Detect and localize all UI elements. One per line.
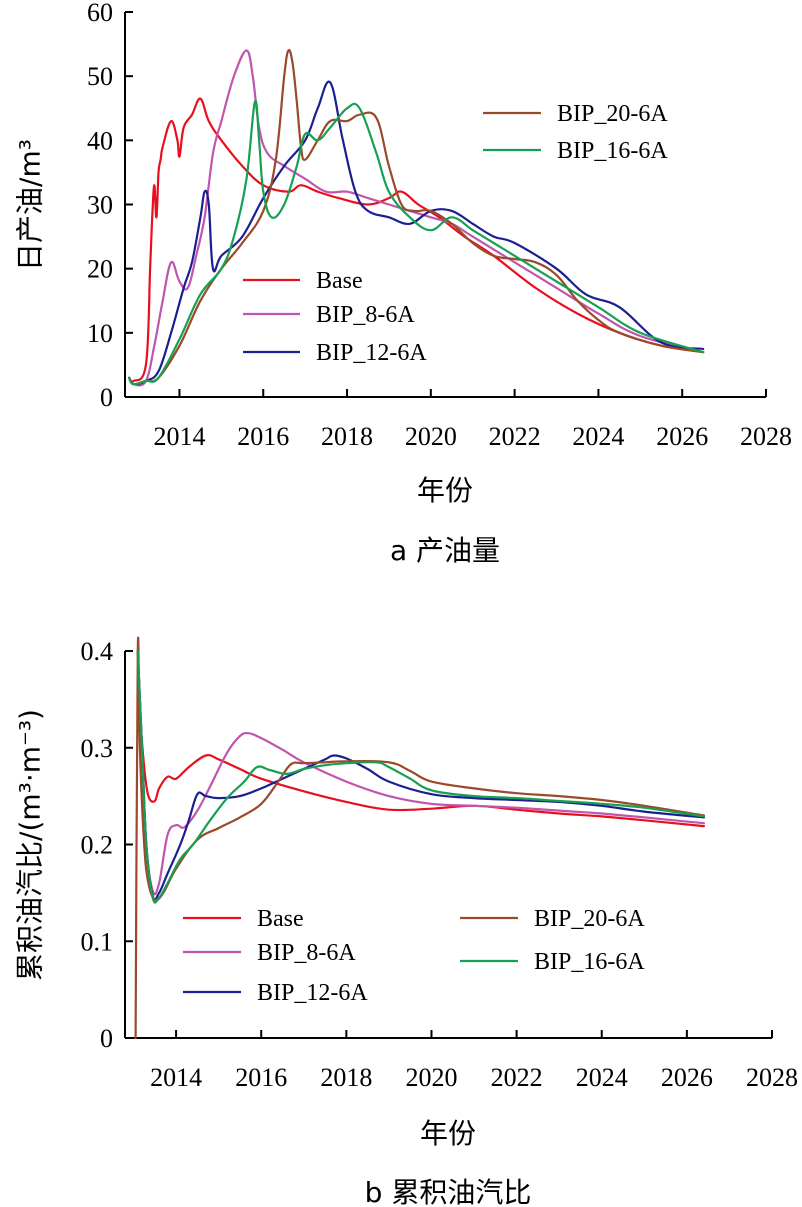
x-tick-label: 2028 (740, 422, 792, 451)
y-tick-label: 0.4 (81, 637, 114, 666)
x-axis-title: 年份 (417, 474, 473, 507)
series-line-bip-20-6a (134, 636, 705, 1040)
y-axis-title: 累积油汽比/(m³·m⁻³) (14, 709, 47, 981)
chart-a: 0 10 20 30 40 50 60 2014 2016 2018 2020 2022 2024 202… (14, 0, 793, 567)
series-line-bip-12-6a (136, 649, 705, 901)
series-line-bip-8-6a (128, 49, 705, 387)
x-tick-label: 2024 (572, 422, 624, 451)
y-axis-title: 日产油/m³ (14, 139, 47, 271)
y-tick-label: 0.3 (81, 734, 114, 763)
chart-b: 0 0.1 0.2 0.3 0.4 2014 2016 2018 2020 2022 2024 202… (14, 636, 798, 1207)
legend-label: BIP_16-6A (557, 138, 668, 164)
legend-label: BIP_20-6A (557, 101, 668, 127)
x-tick-label: 2014 (150, 1063, 202, 1092)
y-tick-label: 0 (100, 1024, 113, 1053)
legend-label: BIP_8-6A (257, 940, 356, 966)
series-line-bip-12-6a (128, 80, 705, 386)
series-line-bip-16-6a (136, 649, 705, 904)
x-axis-title: 年份 (420, 1117, 476, 1150)
series-line-bip-8-6a (136, 649, 705, 896)
y-tick-label: 60 (87, 0, 113, 27)
figure-caption: a 产油量 (390, 534, 500, 567)
x-tick-label: 2026 (661, 1063, 713, 1092)
x-tick-label: 2020 (405, 1063, 457, 1092)
x-tick-label: 2026 (656, 422, 708, 451)
y-tick-label: 40 (87, 126, 113, 155)
legend-label: Base (316, 268, 363, 294)
x-tick-label: 2018 (321, 422, 373, 451)
legend-label: BIP_20-6A (534, 906, 645, 932)
y-tick-label: 30 (87, 191, 113, 220)
legend-label: BIP_12-6A (257, 980, 368, 1006)
series-line-bip-16-6a (128, 99, 705, 386)
legend-label: BIP_16-6A (534, 949, 645, 975)
x-tick-label: 2016 (237, 422, 289, 451)
x-tick-label: 2022 (491, 1063, 543, 1092)
figure-caption: b 累积油汽比 (365, 1176, 532, 1207)
x-tick-label: 2028 (746, 1063, 798, 1092)
x-tick-label: 2016 (235, 1063, 287, 1092)
x-tick-label: 2020 (405, 422, 457, 451)
legend-label: BIP_8-6A (316, 302, 415, 328)
y-tick-label: 20 (87, 255, 113, 284)
x-tick-label: 2014 (153, 422, 205, 451)
y-tick-label: 0.1 (81, 927, 114, 956)
y-tick-label: 10 (87, 319, 113, 348)
legend-label: BIP_12-6A (316, 340, 427, 366)
x-tick-label: 2022 (489, 422, 541, 451)
y-tick-label: 0.2 (81, 831, 114, 860)
x-tick-label: 2018 (320, 1063, 372, 1092)
y-tick-label: 50 (87, 62, 113, 91)
y-tick-label: 0 (100, 383, 113, 412)
legend-label: Base (257, 906, 304, 932)
series-line-base (136, 649, 705, 828)
x-tick-label: 2024 (576, 1063, 628, 1092)
